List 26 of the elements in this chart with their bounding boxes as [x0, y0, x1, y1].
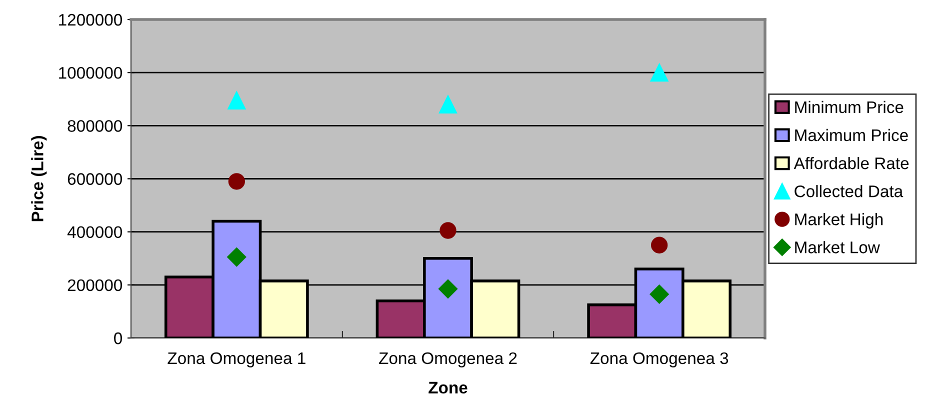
point — [228, 173, 245, 190]
x-tick-label: Zona Omogenea 2 — [379, 352, 517, 368]
y-tick-label: 1000000 — [59, 66, 122, 79]
x-tick-label: Zona Omogenea 1 — [168, 352, 306, 368]
point — [438, 95, 458, 114]
y-tick-label: 600000 — [68, 173, 122, 185]
x-tick-label: Zona Omogenea 3 — [590, 352, 728, 368]
y-tick-label: 200000 — [68, 279, 122, 292]
legend-label: Minimum Price — [795, 100, 904, 114]
point — [650, 64, 668, 82]
y-tick-label: 0 — [114, 332, 122, 344]
legend-label: Affordable Rate — [794, 156, 909, 170]
point — [228, 91, 246, 110]
point — [227, 248, 246, 267]
legend-label: Maximum Price — [795, 128, 908, 142]
point — [440, 222, 456, 239]
legend-label: Collected Data — [794, 185, 904, 198]
x-axis-title: Zone — [428, 382, 468, 394]
point — [438, 279, 458, 298]
legend-label: Market Low — [795, 241, 880, 254]
legend-label: Market High — [795, 213, 883, 229]
y-tick-label: 400000 — [67, 226, 122, 238]
y-tick-label: 1200000 — [59, 14, 122, 26]
y-axis-title: Price (Lire) — [31, 136, 47, 222]
y-tick-label: 800000 — [68, 120, 122, 132]
point — [651, 236, 668, 254]
